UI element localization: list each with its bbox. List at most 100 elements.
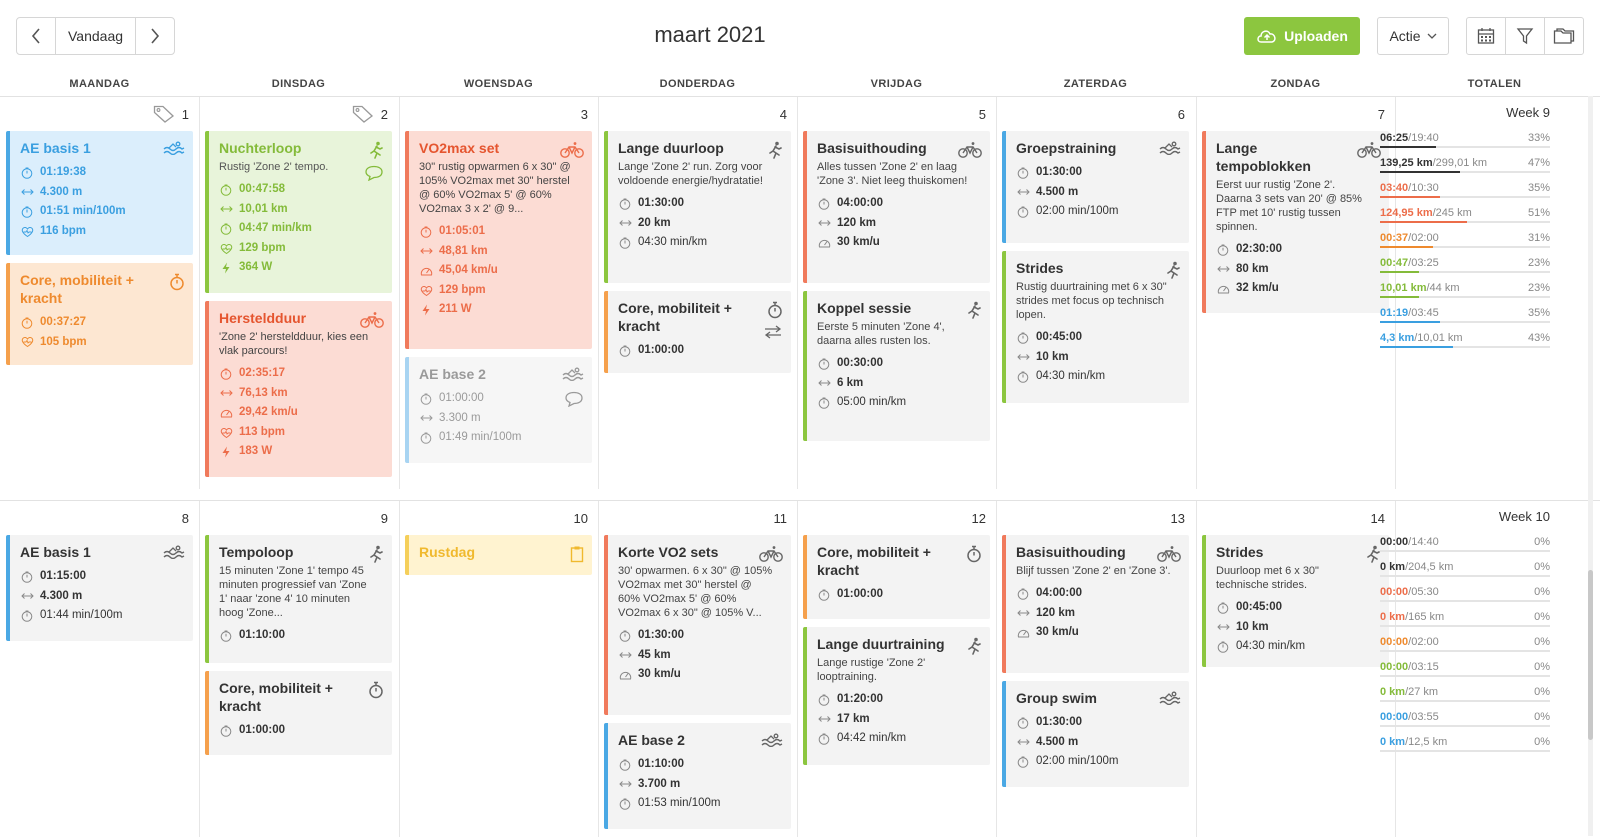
- total-done: 139,25 km: [1380, 157, 1433, 169]
- tag-icon[interactable]: [153, 105, 175, 128]
- action-dropdown[interactable]: Actie: [1377, 17, 1449, 55]
- today-button[interactable]: Vandaag: [55, 18, 137, 54]
- day-number: 4: [779, 107, 787, 122]
- workout-card[interactable]: Nuchterloop Rustig 'Zone 2' tempo. 00:47:5…: [205, 131, 392, 293]
- stat-value: 120 km: [1036, 606, 1076, 619]
- filter-button[interactable]: [1506, 18, 1545, 54]
- workout-card[interactable]: Strides Duurloop met 6 x 30" technische s…: [1202, 535, 1389, 667]
- progress-bar: [1380, 750, 1550, 752]
- column-divider: [797, 501, 798, 837]
- workout-card[interactable]: Lange tempoblokken Eerst uur rustig 'Zone…: [1202, 131, 1389, 313]
- duration-icon: [817, 358, 831, 370]
- day-header-5: VRIJDAG: [870, 78, 923, 90]
- workout-card[interactable]: Core, mobiliteit + kracht 01:00:00: [803, 535, 990, 619]
- workout-stat: 4.300 m: [20, 183, 183, 203]
- workout-stat: 01:30:00: [618, 626, 781, 646]
- total-done: 124,95 km: [1380, 207, 1433, 219]
- column-divider: [399, 97, 400, 489]
- total-value: 00:37/02:00: [1380, 232, 1439, 244]
- duration-icon: [20, 167, 34, 179]
- upload-button[interactable]: Uploaden: [1244, 17, 1360, 55]
- next-button[interactable]: [136, 18, 174, 54]
- scrollbar-thumb[interactable]: [1588, 570, 1593, 740]
- tag-icon[interactable]: [352, 105, 374, 128]
- workout-stat: 120 km: [1016, 604, 1179, 624]
- date-navigation: Vandaag: [16, 17, 176, 55]
- stat-value: 01:53 min/100m: [638, 797, 721, 810]
- progress-bar: [1380, 550, 1550, 552]
- workout-card[interactable]: VO2max set 30" rustig opwarmen 6 x 30" @ …: [405, 131, 592, 349]
- workout-card[interactable]: Lange duurloop Lange 'Zone 2' run. Zorg v…: [604, 131, 791, 283]
- duration-icon: [1216, 602, 1230, 614]
- bike-icon: [759, 545, 783, 568]
- workout-card[interactable]: AE basis 1 01:19:38 4.300 m 01:51 min/100m 1…: [6, 131, 193, 255]
- stat-value: 04:00:00: [1036, 587, 1083, 599]
- workout-title: Group swim: [1016, 690, 1097, 706]
- comment-icon: [364, 165, 384, 186]
- speed-icon: [1216, 283, 1230, 295]
- workout-card[interactable]: Koppel sessie Eerste 5 minuten 'Zone 4', …: [803, 291, 990, 441]
- stat-value: 45,04 km/u: [439, 264, 498, 277]
- stat-value: 129 bpm: [239, 241, 286, 254]
- stat-value: 3.300 m: [439, 411, 481, 424]
- workout-card[interactable]: Basisuithouding Alles tussen 'Zone 2' en …: [803, 131, 990, 283]
- stat-value: 01:15:00: [40, 570, 87, 582]
- workout-card[interactable]: Basisuithouding Blijf tussen 'Zone 2' en …: [1002, 535, 1189, 673]
- workout-card[interactable]: AE base 2 01:10:00 3.700 m 01:53 min/100m: [604, 723, 791, 829]
- workout-stat: 45 km: [618, 646, 781, 666]
- stat-value: 04:47 min/km: [239, 222, 312, 235]
- workout-stat: 3.300 m: [419, 409, 582, 429]
- distance-icon: [219, 389, 233, 397]
- workout-card[interactable]: Hersteldduur 'Zone 2' hersteldduur, kies …: [205, 301, 392, 477]
- duration-icon: [618, 759, 632, 771]
- stat-value: 00:37:27: [40, 316, 87, 328]
- workout-card[interactable]: Lange duurtraining Lange rustige 'Zone 2'…: [803, 627, 990, 765]
- total-percent: 33%: [1527, 132, 1550, 144]
- workout-card[interactable]: Core, mobiliteit + kracht 01:00:00: [205, 671, 392, 755]
- previous-button[interactable]: [17, 18, 55, 54]
- workout-description: 30" rustig opwarmen 6 x 30" @ 105% VO2ma…: [419, 161, 571, 215]
- workout-title: Lange duurloop: [618, 140, 724, 156]
- workout-stats: 02:35:17 76,13 km 29,42 km/u 113 bpm 183 W: [219, 364, 382, 462]
- workout-stat: 3.700 m: [618, 775, 781, 795]
- heart-rate-icon: [20, 226, 34, 238]
- workout-card[interactable]: Strides Rustig duurtraining met 6 x 30" s…: [1002, 251, 1189, 403]
- duration-icon: [618, 345, 632, 357]
- day-number: 14: [1370, 511, 1385, 526]
- workout-stats: 01:00:00: [817, 585, 980, 605]
- workout-card[interactable]: Rustdag: [405, 535, 592, 575]
- total-value: 00:47/03:25: [1380, 257, 1439, 269]
- stat-value: 4.500 m: [1036, 735, 1079, 748]
- power-icon: [219, 262, 233, 274]
- stat-value: 113 bpm: [239, 425, 286, 438]
- total-percent: 51%: [1527, 207, 1550, 219]
- workout-stat: 01:44 min/100m: [20, 606, 183, 626]
- progress-bar: [1380, 321, 1550, 323]
- week-totals: Week 9 06:25/19:40 33% 139,25 km/299,01 km 4…: [1380, 105, 1550, 353]
- day-header-1: MAANDAG: [69, 78, 130, 90]
- duration-icon: [20, 571, 34, 583]
- scrollbar-track[interactable]: [1588, 96, 1593, 836]
- calendar-view-button[interactable]: [1467, 18, 1506, 54]
- total-done: 00:00: [1380, 711, 1409, 723]
- workout-card[interactable]: Korte VO2 sets 30' opwarmen. 6 x 30" @ 10…: [604, 535, 791, 715]
- total-value: 139,25 km/299,01 km: [1380, 157, 1487, 169]
- workout-card[interactable]: Groepstraining 01:30:00 4.500 m 02:00 min/1…: [1002, 131, 1189, 243]
- workout-card[interactable]: Tempoloop 15 minuten 'Zone 1' tempo 45 mi…: [205, 535, 392, 663]
- folder-button[interactable]: [1545, 18, 1583, 54]
- workout-description: Alles tussen 'Zone 2' en laag 'Zone 3'. …: [817, 161, 968, 187]
- workout-card[interactable]: AE base 2 01:00:00 3.300 m 01:49 min/100m: [405, 357, 592, 463]
- bike-icon: [1357, 141, 1381, 164]
- day-number: 2: [380, 107, 388, 122]
- workout-card[interactable]: AE basis 1 01:15:00 4.300 m 01:44 min/100m: [6, 535, 193, 641]
- total-row: 0 km/165 km 0%: [1380, 607, 1550, 632]
- progress-fill: [1380, 146, 1437, 148]
- total-percent: 23%: [1527, 282, 1550, 294]
- calendar-icon: [1477, 28, 1495, 44]
- workout-card[interactable]: Core, mobiliteit + kracht 00:37:27 105 bpm: [6, 263, 193, 365]
- column-divider: [1395, 97, 1396, 489]
- workout-stats: 01:05:01 48,81 km 45,04 km/u 129 bpm 211 W: [419, 222, 582, 320]
- workout-card[interactable]: Group swim 01:30:00 4.500 m 02:00 min/100m: [1002, 681, 1189, 787]
- workout-card[interactable]: Core, mobiliteit + kracht 01:00:00: [604, 291, 791, 373]
- progress-bar: [1380, 221, 1550, 223]
